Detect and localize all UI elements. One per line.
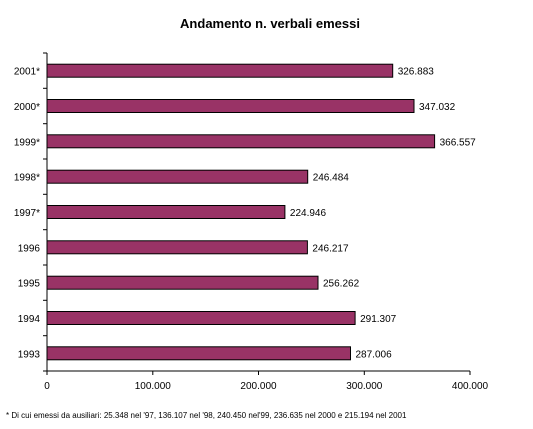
y-tick-label-2001: 2001* — [14, 67, 40, 78]
footnote: * Di cui emessi da ausiliari: 25.348 nel… — [6, 411, 407, 420]
data-label-1993: 287.006 — [356, 349, 393, 360]
data-label-1998: 246.484 — [313, 173, 350, 184]
y-tick-label-1996: 1996 — [18, 243, 41, 254]
x-tick-label: 200.000 — [240, 381, 277, 392]
data-label-1995: 256.262 — [323, 279, 360, 290]
y-tick-label-1997: 1997* — [14, 208, 40, 219]
bar-2000 — [46, 99, 415, 113]
bar-1998 — [46, 169, 309, 184]
bar-2001 — [46, 63, 394, 78]
bars-layer: 326.883 347.032 366.557 246.484 224.946 246.2… — [46, 63, 477, 361]
y-tick-label-2000: 2000* — [14, 102, 40, 113]
x-tick-label: 100.000 — [135, 381, 172, 392]
y-tick-label-1999: 1999* — [14, 137, 40, 148]
bar-1994 — [46, 311, 356, 325]
data-label-1999: 366.557 — [440, 137, 477, 148]
bar-1997 — [46, 205, 286, 219]
y-tick-label-1998: 1998* — [14, 173, 40, 184]
bar-1995 — [46, 275, 319, 290]
data-label-2001: 326.883 — [398, 67, 435, 78]
data-label-1996: 246.217 — [312, 243, 349, 254]
chart-title: Andamento n. verbali emessi — [180, 16, 360, 31]
bar-1999 — [46, 134, 436, 149]
x-tick-label: 400.000 — [452, 381, 489, 392]
y-tick-label-1995: 1995 — [18, 279, 41, 290]
data-label-1994: 291.307 — [360, 314, 397, 325]
bar-1993 — [46, 346, 351, 361]
x-tick-label: 0 — [44, 381, 50, 392]
axes-layer: 2001* 2000* 1999* 1998* 1997* 1996 1995 1994 199… — [14, 52, 489, 392]
x-tick-label: 300.000 — [346, 381, 383, 392]
y-tick-label-1993: 1993 — [18, 349, 41, 360]
y-tick-label-1994: 1994 — [18, 314, 41, 325]
data-label-2000: 347.032 — [419, 102, 456, 113]
data-label-1997: 224.946 — [290, 208, 327, 219]
bar-1996 — [46, 240, 308, 255]
